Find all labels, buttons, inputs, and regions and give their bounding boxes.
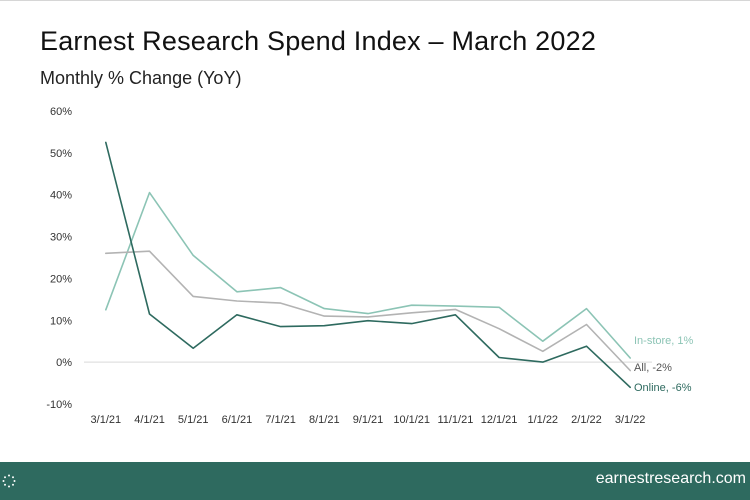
series-line-online <box>105 141 632 389</box>
series-label-online: Online, -6% <box>634 382 692 394</box>
x-tick-label: 12/1/21 <box>481 414 518 426</box>
chart-subtitle: Monthly % Change (YoY) <box>40 68 242 88</box>
y-tick-label: -10% <box>46 399 72 411</box>
x-tick-label: 2/1/22 <box>571 414 602 426</box>
spend-index-line-chart: -10% 0% 10% 20% 30% 40% 50% 60% 3/1/21 4/1/21 5/1/… <box>46 106 694 426</box>
chart-title: Earnest Research Spend Index – March 202… <box>40 26 597 56</box>
x-tick-label: 5/1/21 <box>178 414 209 426</box>
y-tick-label: 60% <box>50 106 72 118</box>
x-tick-label: 3/1/21 <box>91 414 122 426</box>
footer-bar: earnestresearch.com <box>0 462 750 500</box>
y-tick-label: 30% <box>50 232 72 244</box>
x-tick-label: 3/1/22 <box>615 414 646 426</box>
y-tick-label: 50% <box>50 148 72 160</box>
series-line-in-store <box>105 191 632 359</box>
dotted-circle-logo-icon <box>2 474 16 488</box>
top-border <box>0 0 750 1</box>
y-tick-label: 0% <box>56 357 72 369</box>
series-line-all <box>105 250 632 372</box>
footer-website-link[interactable]: earnestresearch.com <box>595 470 746 487</box>
x-tick-label: 10/1/21 <box>393 414 430 426</box>
x-tick-label: 4/1/21 <box>134 414 165 426</box>
x-tick-label: 11/1/21 <box>437 414 473 426</box>
series-label-in-store: In-store, 1% <box>634 335 694 347</box>
x-tick-label: 9/1/21 <box>353 414 384 426</box>
x-tick-label: 8/1/21 <box>309 414 340 426</box>
x-tick-label: 6/1/21 <box>222 414 253 426</box>
x-tick-label: 7/1/21 <box>265 414 296 426</box>
y-tick-label: 40% <box>50 190 72 202</box>
y-tick-label: 10% <box>50 315 72 327</box>
series-label-all: All, -2% <box>634 362 672 374</box>
y-tick-label: 20% <box>50 273 72 285</box>
x-tick-label: 1/1/22 <box>527 414 558 426</box>
